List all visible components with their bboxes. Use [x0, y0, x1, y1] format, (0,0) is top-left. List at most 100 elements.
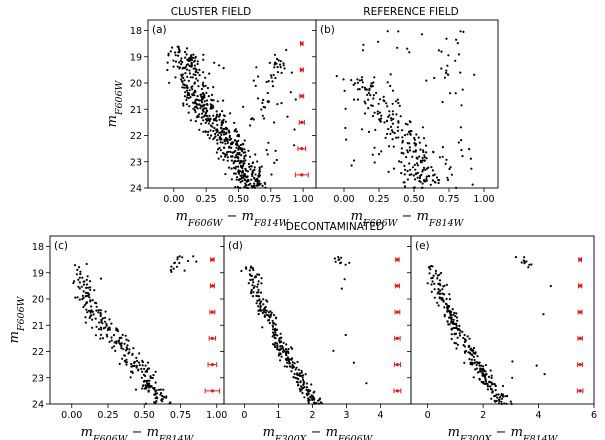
data-point — [421, 182, 424, 185]
data-point — [278, 339, 281, 342]
data-point — [181, 86, 184, 89]
data-point — [463, 333, 466, 337]
data-point — [267, 314, 270, 317]
data-point — [174, 51, 177, 54]
data-point — [386, 132, 389, 136]
x-tick-label: 1.00 — [206, 410, 227, 421]
data-point — [444, 302, 447, 305]
data-point — [259, 291, 263, 294]
panel-tag-c: (c) — [54, 240, 68, 252]
data-point — [423, 159, 426, 162]
data-point — [334, 260, 337, 263]
data-point — [82, 283, 86, 286]
data-point — [405, 156, 408, 159]
data-point — [260, 309, 263, 312]
data-point — [185, 63, 188, 66]
data-point — [416, 176, 419, 179]
data-point — [409, 130, 412, 133]
data-point — [210, 93, 214, 96]
data-point — [400, 172, 403, 175]
data-point — [434, 272, 437, 275]
data-point — [312, 397, 316, 400]
data-point — [247, 282, 250, 285]
data-point — [125, 361, 128, 364]
data-point — [549, 284, 552, 288]
data-point — [251, 161, 255, 164]
data-point — [257, 174, 260, 177]
data-point — [400, 151, 403, 154]
data-point — [214, 117, 217, 120]
data-point — [433, 282, 436, 285]
data-point — [218, 64, 221, 67]
data-point — [274, 76, 277, 80]
data-point — [479, 367, 482, 370]
data-point — [423, 179, 426, 182]
data-point — [387, 127, 390, 131]
data-point — [178, 261, 181, 265]
data-point — [206, 102, 209, 106]
title-reference-field: REFERENCE FIELD — [363, 6, 458, 18]
data-point — [172, 59, 175, 62]
data-point — [454, 59, 457, 62]
data-point — [237, 145, 240, 148]
data-point — [486, 385, 489, 388]
data-point — [193, 59, 196, 62]
error-bar-point — [300, 42, 304, 46]
data-point — [235, 153, 238, 157]
data-point — [97, 328, 101, 331]
y-tick-label: 22 — [130, 131, 142, 142]
data-point — [501, 393, 505, 396]
data-point — [353, 82, 357, 85]
data-point — [368, 87, 371, 90]
data-point — [79, 270, 82, 273]
data-point — [460, 139, 463, 142]
scatter-points-c — [72, 255, 198, 405]
data-point — [185, 47, 189, 50]
data-point — [78, 287, 81, 290]
panel-a: 0.00 0.25 0.50 0.75 1.00 18 19 20 21 22 23 24 (a) mF6… — [105, 19, 317, 229]
data-point — [249, 155, 252, 158]
data-point — [244, 266, 248, 269]
data-point — [216, 142, 219, 145]
data-point — [183, 79, 186, 82]
data-point — [269, 310, 272, 313]
data-point — [91, 310, 94, 313]
data-point — [212, 129, 215, 133]
data-point — [445, 69, 448, 72]
data-point — [208, 114, 211, 117]
data-point — [93, 289, 96, 292]
data-point — [103, 316, 107, 319]
data-point — [235, 146, 238, 149]
data-point — [177, 47, 180, 51]
data-point — [289, 91, 292, 94]
data-point — [126, 344, 129, 347]
data-point — [509, 400, 512, 403]
data-point — [273, 63, 276, 66]
panel-e: 0 2 4 6 (e) mF300X − mF814W — [407, 235, 597, 440]
data-point — [234, 167, 237, 170]
data-point — [124, 334, 127, 337]
data-point — [159, 388, 162, 391]
data-point — [190, 59, 194, 62]
data-point — [222, 152, 225, 155]
data-point — [456, 336, 459, 339]
data-point — [455, 327, 458, 330]
data-point — [216, 134, 220, 137]
data-point — [460, 104, 463, 107]
data-point — [256, 299, 259, 302]
data-point — [261, 114, 264, 117]
data-point — [204, 84, 207, 87]
data-point — [476, 371, 479, 374]
data-point — [441, 292, 444, 295]
data-point — [180, 57, 183, 60]
data-point — [257, 295, 261, 298]
data-point — [530, 263, 533, 266]
data-point — [419, 148, 422, 151]
data-point — [371, 114, 375, 118]
data-point — [200, 95, 203, 98]
data-point — [143, 367, 146, 370]
data-point — [285, 365, 289, 368]
error-bar-point — [578, 336, 582, 340]
data-point — [235, 130, 238, 133]
data-point — [85, 294, 88, 297]
